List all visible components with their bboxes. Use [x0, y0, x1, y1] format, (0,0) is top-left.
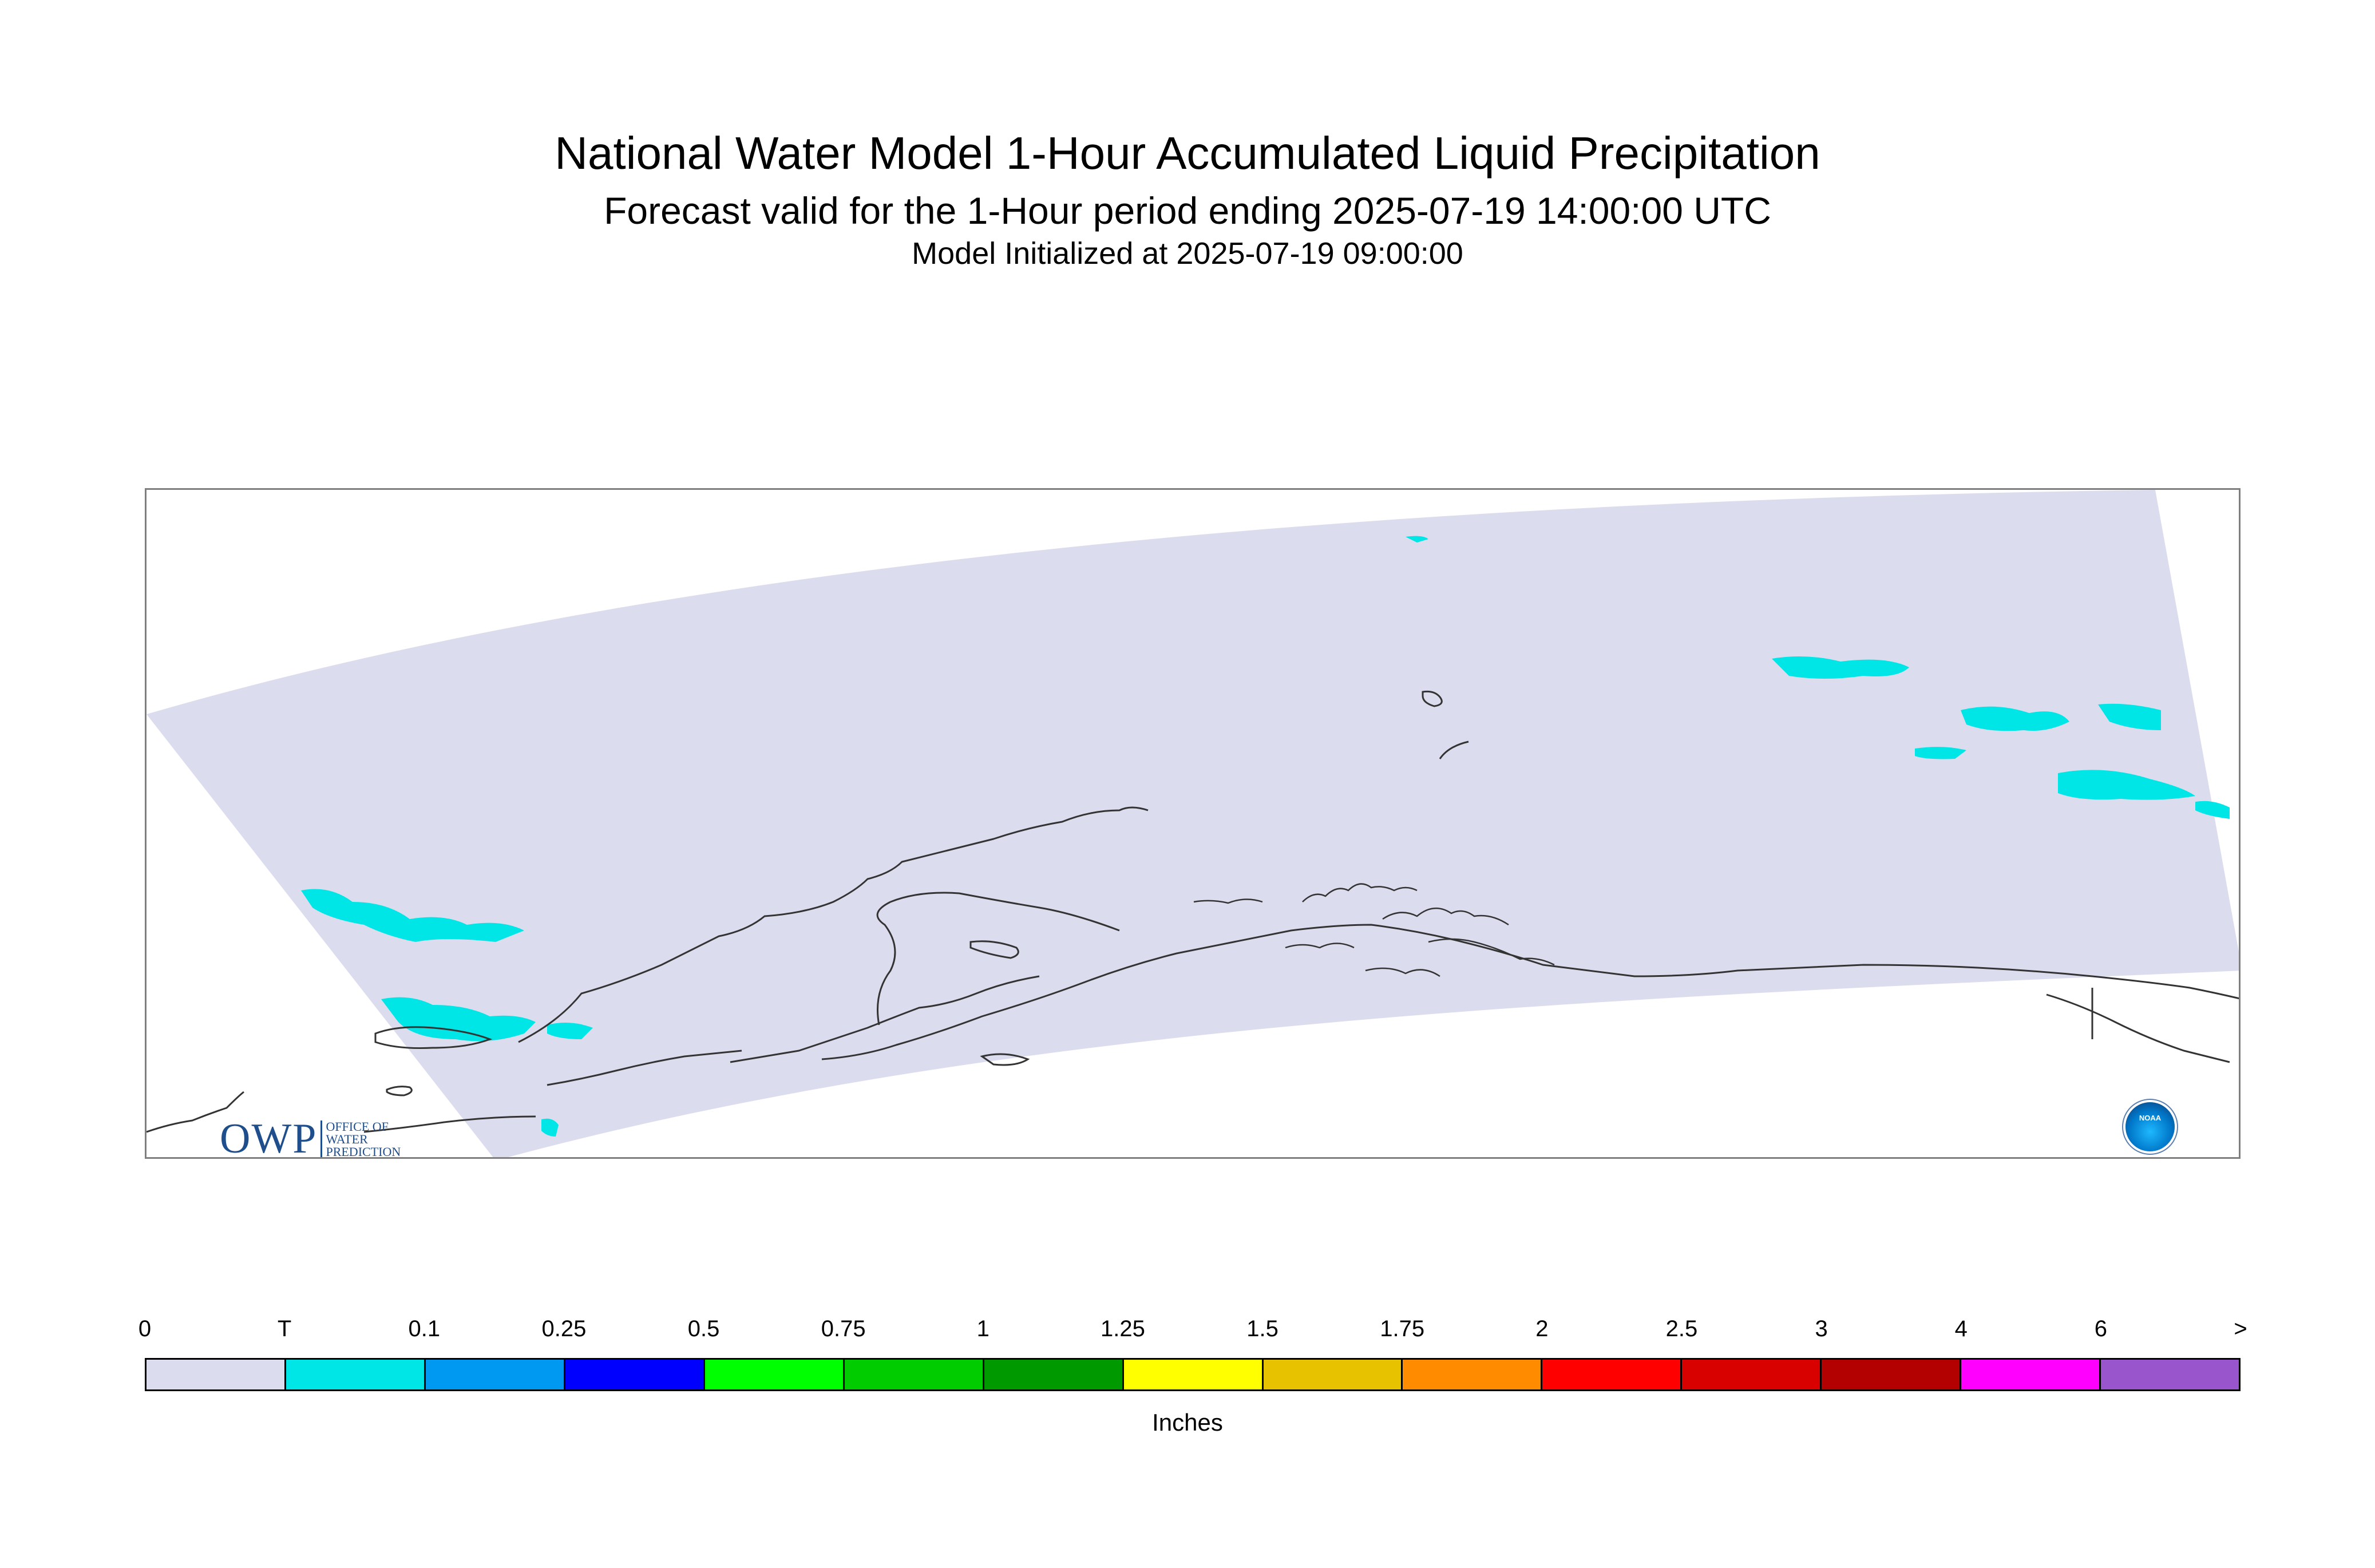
colorbar-tick-label: 6: [2094, 1316, 2107, 1341]
colorbar-tick-label: 3: [1815, 1316, 1828, 1341]
colorbar-units-label: Inches: [1152, 1409, 1223, 1436]
colorbar-segment: [844, 1360, 984, 1389]
fjord-1: [1302, 883, 1418, 902]
precip-area-west: [301, 889, 524, 942]
colorbar-tick-label: 1.75: [1380, 1316, 1425, 1341]
coastline-peninsula: [821, 924, 2239, 1060]
colorbar-tick-label: T: [277, 1316, 292, 1341]
coastline-bay: [876, 901, 896, 1025]
fjord-4: [1193, 898, 1263, 904]
colorbar-segment: [984, 1360, 1124, 1389]
colorbar-segment: [2101, 1360, 2239, 1389]
island-nunivak: [386, 1086, 413, 1096]
precip-area-north-dot: [1406, 536, 1428, 543]
fjord-3: [1428, 938, 1555, 966]
colorbar-tick-label: >: [2234, 1316, 2247, 1341]
precip-area-west-coast: [381, 997, 536, 1042]
colorbar-segment: [1542, 1360, 1683, 1389]
colorbar-tick-label: 0.1: [408, 1316, 441, 1341]
colorbar-tick-label: 1.5: [1246, 1316, 1278, 1341]
coastline-mainland-north: [518, 806, 1149, 1043]
island-central-2: [980, 1053, 1030, 1066]
owp-logo: OWP OFFICE OF WATER PREDICTION: [220, 1115, 401, 1159]
island-stlawrence: [374, 1026, 493, 1050]
precipitation-map: [147, 490, 2239, 1157]
colorbar-tick-label: 2: [1535, 1316, 1549, 1341]
coastline-north-1: [1439, 741, 1469, 759]
owp-logo-mark: OWP: [220, 1115, 318, 1159]
precip-area-east-4: [2058, 770, 2195, 800]
forecast-valid-subtitle: Forecast valid for the 1-Hour period end…: [604, 189, 1771, 232]
colorbar-segment: [286, 1360, 426, 1389]
colorbar-tick-label: 0.25: [541, 1316, 587, 1341]
colorbar-tick-label: 1.25: [1100, 1316, 1145, 1341]
noaa-logo: NOAA: [2125, 1102, 2175, 1151]
colorbar-segment: [1822, 1360, 1962, 1389]
colorbar-segment: [1403, 1360, 1543, 1389]
colorbar-segment: [704, 1360, 845, 1389]
colorbar-segment: [1263, 1360, 1403, 1389]
precip-area-east-2: [2098, 703, 2161, 730]
colorbar-segment: [1682, 1360, 1822, 1389]
island-central-1: [969, 940, 1019, 959]
colorbar-tick-label: 0: [138, 1316, 152, 1341]
colorbar-segment: [425, 1360, 565, 1389]
colorbar-tick-label: 0.75: [821, 1316, 866, 1341]
coastline-sound: [890, 892, 1120, 932]
colorbar-tick-label: 0.5: [687, 1316, 720, 1341]
fjord-6: [1365, 967, 1440, 977]
coastline-southwest: [147, 1091, 244, 1133]
precip-trace-areas: [301, 536, 2230, 1137]
colorbar-tick-label: 1: [976, 1316, 989, 1341]
precip-area-northeast: [1772, 656, 1909, 679]
model-init-label: Model Initialized at 2025-07-19 09:00:00: [912, 236, 1463, 271]
map-title: National Water Model 1-Hour Accumulated …: [555, 128, 1820, 179]
fjord-details: [1193, 883, 1555, 977]
map-frame: OWP OFFICE OF WATER PREDICTION NOAA: [145, 488, 2241, 1159]
owp-logo-text: OFFICE OF WATER PREDICTION: [320, 1120, 401, 1157]
precip-area-east-1: [1961, 706, 2069, 731]
colorbar-tick-label: 4: [1954, 1316, 1968, 1341]
colorbar-segment: [1961, 1360, 2101, 1389]
coastlines: [147, 690, 2239, 1133]
noaa-logo-text: NOAA: [2139, 1114, 2162, 1122]
coastline-bottom: [363, 1115, 536, 1133]
colorbar-segment: [147, 1360, 286, 1389]
fjord-5: [1285, 943, 1355, 949]
precip-area-east-3: [1915, 747, 1966, 759]
precip-area-east-5: [2195, 801, 2230, 819]
coastline-island-chain: [730, 975, 1040, 1063]
island-north-1: [1422, 690, 1443, 707]
colorbar-tick-label: 2.5: [1665, 1316, 1698, 1341]
colorbar-segment: [1123, 1360, 1264, 1389]
precip-area-south: [547, 1023, 593, 1039]
precip-area-bottom: [541, 1118, 559, 1137]
colorbar-segment: [565, 1360, 705, 1389]
model-domain: [147, 490, 2239, 1157]
coastline-lower: [547, 1050, 742, 1086]
fjord-2: [1382, 907, 1509, 926]
precip-colorbar: [145, 1358, 2241, 1391]
coastline-southeast: [2046, 993, 2230, 1063]
